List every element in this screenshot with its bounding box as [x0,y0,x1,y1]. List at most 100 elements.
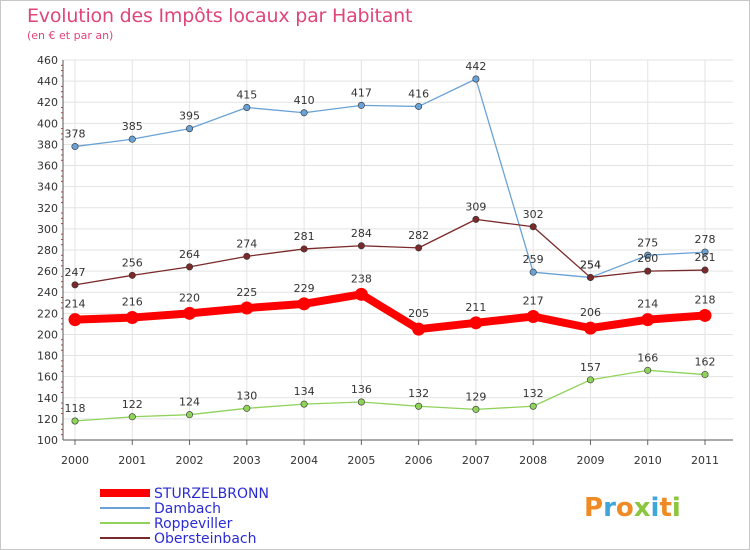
data-point-dambach [529,268,537,276]
y-minor-tick [61,149,63,151]
x-tick-label: 2006 [405,454,433,467]
y-minor-tick [61,133,63,135]
data-point-roppeviller [186,411,194,419]
y-minor-tick [61,202,63,203]
data-label-sturzelbronn: 214 [637,298,658,311]
logo-text: Proxiti [584,493,681,523]
data-label-roppeviller: 166 [637,351,658,364]
data-point-obersteinbach [71,281,79,289]
y-minor-tick [61,96,63,98]
data-label-sturzelbronn: 211 [465,301,486,314]
x-tick-label: 2001 [118,454,146,467]
legend-label-roppeviller: Roppeviller [154,516,233,532]
y-minor-tick [61,402,63,404]
data-point-roppeviller [128,413,136,421]
y-minor-tick [61,233,63,235]
data-point-sturzelbronn [240,301,254,315]
y-minor-tick [61,91,63,93]
y-minor-tick [61,223,63,225]
y-tick-label: 240 [37,286,58,299]
x-tick-label: 2005 [347,454,375,467]
data-label-dambach: 415 [236,89,257,102]
data-label-dambach: 442 [465,60,486,73]
y-minor-tick [61,238,63,240]
data-point-roppeviller [300,400,308,408]
y-tick-label: 220 [37,307,58,320]
y-tick-label: 100 [37,434,58,447]
y-minor-tick [61,370,63,372]
data-label-sturzelbronn: 220 [179,291,200,304]
y-minor-tick [61,260,63,262]
data-point-roppeviller [472,405,480,413]
series-line-dambach [74,78,706,279]
data-point-obersteinbach [128,271,136,279]
data-point-sturzelbronn [698,308,712,322]
x-tick-label: 2011 [691,454,719,467]
data-label-sturzelbronn: 229 [294,282,315,295]
y-minor-tick [61,275,63,277]
data-point-obersteinbach [300,245,308,253]
data-point-roppeviller [529,402,537,410]
data-label-roppeviller: 132 [408,387,429,400]
y-minor-tick [61,180,63,182]
data-point-sturzelbronn [354,287,368,301]
y-minor-tick [61,70,63,72]
data-point-dambach [357,101,365,109]
data-label-dambach: 378 [65,128,86,141]
y-tick-label: 460 [37,54,58,67]
data-label-roppeviller: 130 [236,389,257,402]
y-minor-tick [61,349,63,351]
series-line-sturzelbronn [71,290,709,334]
y-minor-tick [61,328,63,330]
data-point-sturzelbronn [68,313,82,327]
chart-title: Evolution des Impôts locaux par Habitant [27,5,413,27]
data-label-sturzelbronn: 217 [523,295,544,308]
y-minor-tick [61,85,63,87]
data-label-sturzelbronn: 205 [408,307,429,320]
data-label-roppeviller: 122 [122,398,143,411]
y-minor-tick [61,75,63,77]
y-minor-tick [61,112,63,114]
data-point-sturzelbronn [469,316,483,330]
data-label-dambach: 410 [294,94,315,107]
proxiti-logo: Proxiti [584,493,681,523]
data-point-obersteinbach [415,244,423,252]
y-tick-label: 420 [37,96,58,109]
data-point-roppeviller [357,398,365,406]
data-point-dambach [701,248,709,256]
y-tick-label: 160 [37,371,58,384]
data-label-dambach: 275 [637,236,658,249]
data-point-obersteinbach [529,223,537,231]
y-minor-tick [61,365,63,367]
y-tick-label: 340 [37,181,58,194]
data-label-roppeviller: 134 [294,385,315,398]
data-point-obersteinbach [586,273,594,281]
y-tick-label: 400 [37,117,58,130]
y-tick-label: 440 [37,75,58,88]
data-point-dambach [644,251,652,259]
data-label-roppeviller: 162 [695,356,716,369]
data-label-obersteinbach: 256 [122,256,143,269]
data-labels: 378 385 395 415 410 417 416 442 259 254 275 278 118 1… [65,60,716,415]
data-point-roppeviller [586,376,594,384]
data-label-roppeviller: 124 [179,396,200,409]
data-label-dambach: 385 [122,120,143,133]
data-point-obersteinbach [186,263,194,271]
y-minor-tick [61,175,63,177]
data-point-dambach [300,109,308,117]
x-tick-label: 2010 [634,454,662,467]
data-label-dambach: 395 [179,110,200,123]
data-point-sturzelbronn [412,322,426,336]
x-tick-label: 2004 [290,454,318,467]
x-tick-label: 2003 [233,454,261,467]
data-label-dambach: 416 [408,87,429,100]
legend-label-dambach: Dambach [154,501,221,517]
y-minor-tick [61,360,63,362]
y-minor-tick [61,159,63,161]
data-point-obersteinbach [357,242,365,250]
y-minor-tick [61,339,63,341]
data-point-obersteinbach [243,252,251,260]
data-label-roppeviller: 157 [580,361,601,374]
series-line-obersteinbach [74,218,706,286]
data-label-roppeviller: 129 [465,390,486,403]
